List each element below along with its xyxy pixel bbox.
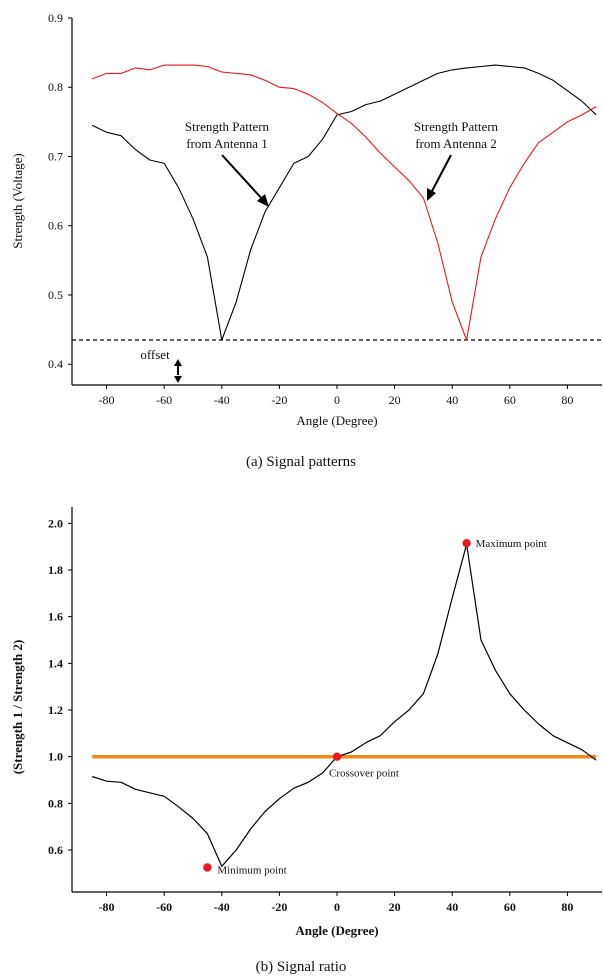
x-tick-label: 40 [446, 900, 458, 914]
x-tick-label: 60 [504, 900, 516, 914]
y-tick-label: 0.6 [48, 219, 63, 233]
y-tick-label: 1.8 [48, 563, 63, 577]
panel-b-caption: (b) Signal ratio [256, 959, 347, 975]
annotation-antenna1-line1: Strength Pattern [185, 119, 270, 134]
x-tick-label: 60 [504, 393, 516, 407]
panel-a: 0.4 0.5 0.6 0.7 0.8 0.9 -80 -60 -40 -20 0 20 40 60 80… [10, 11, 602, 470]
x-tick-label: -80 [99, 900, 115, 914]
y-tick-label: 1.4 [48, 656, 63, 670]
x-tick-label: -60 [156, 900, 172, 914]
y-tick-label: 0.8 [48, 796, 63, 810]
panel-b-y-axis-label: (Strength 1 / Strength 2) [10, 640, 25, 775]
x-tick-label: 20 [389, 900, 401, 914]
y-tick-label: 2.0 [48, 516, 63, 530]
annotation-antenna2-line2: from Antenna 2 [415, 136, 497, 151]
series-line-1 [92, 543, 597, 867]
marker-crossover-point [332, 752, 342, 761]
label-minimum-point: Minimum point [217, 865, 286, 877]
x-tick-label: -20 [271, 900, 287, 914]
marker-maximum-point [462, 538, 471, 548]
y-tick-label: 0.7 [48, 149, 63, 163]
panel-a-x-axis-label: Angle (Degree) [296, 413, 377, 428]
annotation-antenna1-line2: from Antenna 1 [186, 136, 268, 151]
offset-double-arrow [174, 359, 182, 383]
label-crossover-point: Crossover point [329, 768, 399, 780]
y-tick-label: 0.4 [48, 357, 63, 371]
x-tick-label: 20 [389, 393, 401, 407]
y-tick-label: 1.0 [48, 750, 63, 764]
x-tick-label: -80 [99, 393, 115, 407]
y-tick-label: 1.2 [48, 703, 63, 717]
annotation-antenna1-arrow [221, 154, 269, 207]
panel-b: 0.6 0.8 1.0 1.2 1.4 1.6 1.8 2.0 -80 -60 -40 -20 0 20… [10, 507, 602, 975]
x-tick-label: -40 [214, 900, 230, 914]
x-tick-label: -20 [271, 393, 287, 407]
y-tick-label: 0.9 [48, 11, 63, 25]
y-tick-label: 0.6 [48, 843, 63, 857]
y-tick-label: 0.5 [48, 288, 63, 302]
x-tick-label: -60 [156, 393, 172, 407]
x-tick-label: 40 [446, 393, 458, 407]
label-maximum-point: Maximum point [476, 538, 547, 550]
x-tick-label: 0 [334, 900, 340, 914]
y-tick-label: 1.6 [48, 610, 63, 624]
x-tick-label: 80 [561, 900, 573, 914]
annotation-antenna2-arrow [427, 154, 452, 201]
annotation-offset: offset [140, 347, 170, 362]
x-tick-label: 0 [334, 393, 340, 407]
panel-b-x-axis-label: Angle (Degree) [295, 923, 378, 938]
panel-a-y-axis-label: Strength (Voltage) [10, 153, 25, 248]
x-tick-label: 80 [561, 393, 573, 407]
y-tick-label: 0.8 [48, 80, 63, 94]
annotation-antenna2-line1: Strength Pattern [414, 119, 499, 134]
series-line-2 [92, 64, 597, 341]
x-tick-label: -40 [214, 393, 230, 407]
series-line-1 [91, 64, 597, 341]
marker-minimum-point [203, 863, 212, 872]
panel-a-caption: (a) Signal patterns [246, 454, 356, 470]
